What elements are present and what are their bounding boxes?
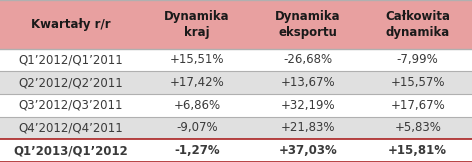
Bar	[363, 117, 472, 139]
Text: -7,99%: -7,99%	[397, 53, 438, 66]
Text: Całkowita
dynamika: Całkowita dynamika	[385, 10, 450, 39]
Text: +37,03%: +37,03%	[278, 144, 337, 157]
Bar	[253, 139, 363, 162]
Bar	[0, 94, 142, 117]
Text: +15,57%: +15,57%	[390, 76, 445, 89]
Bar	[363, 0, 472, 49]
Bar	[142, 139, 253, 162]
Bar	[363, 49, 472, 71]
Text: Dynamika
eksportu: Dynamika eksportu	[275, 10, 341, 39]
Bar	[253, 49, 363, 71]
Text: +17,42%: +17,42%	[170, 76, 224, 89]
Text: +13,67%: +13,67%	[281, 76, 335, 89]
Text: +17,67%: +17,67%	[390, 99, 445, 112]
Bar	[0, 71, 142, 94]
Bar	[253, 94, 363, 117]
Text: +5,83%: +5,83%	[394, 122, 441, 134]
Text: Dynamika
kraj: Dynamika kraj	[164, 10, 230, 39]
Bar	[142, 49, 253, 71]
Text: +15,51%: +15,51%	[170, 53, 224, 66]
Bar	[142, 71, 253, 94]
Text: Q1’2013/Q1’2012: Q1’2013/Q1’2012	[13, 144, 128, 157]
Text: Q3’2012/Q3’2011: Q3’2012/Q3’2011	[18, 99, 123, 112]
Bar	[142, 117, 253, 139]
Text: -9,07%: -9,07%	[176, 122, 218, 134]
Bar	[0, 49, 142, 71]
Bar	[0, 139, 142, 162]
Bar	[363, 71, 472, 94]
Text: +15,81%: +15,81%	[388, 144, 447, 157]
Text: Q4’2012/Q4’2011: Q4’2012/Q4’2011	[18, 122, 123, 134]
Text: Q2’2012/Q2’2011: Q2’2012/Q2’2011	[18, 76, 123, 89]
Bar	[142, 94, 253, 117]
Text: +6,86%: +6,86%	[174, 99, 220, 112]
Bar	[253, 117, 363, 139]
Text: -26,68%: -26,68%	[283, 53, 333, 66]
Text: +32,19%: +32,19%	[281, 99, 335, 112]
Bar	[253, 0, 363, 49]
Bar	[142, 0, 253, 49]
Text: Q1’2012/Q1’2011: Q1’2012/Q1’2011	[18, 53, 123, 66]
Bar	[363, 94, 472, 117]
Text: Kwartały r/r: Kwartały r/r	[31, 18, 110, 31]
Text: -1,27%: -1,27%	[174, 144, 220, 157]
Bar	[253, 71, 363, 94]
Text: +21,83%: +21,83%	[281, 122, 335, 134]
Bar	[0, 0, 142, 49]
Bar	[363, 139, 472, 162]
Bar	[0, 117, 142, 139]
